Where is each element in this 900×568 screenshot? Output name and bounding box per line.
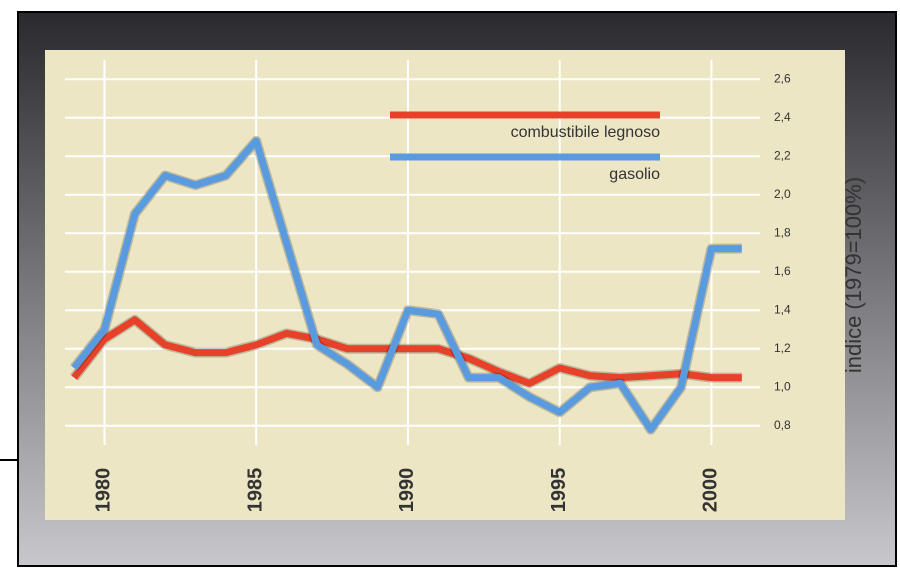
y-tick-label: 1,6	[774, 264, 791, 278]
x-tick-label: 1995	[548, 468, 570, 513]
y-tick-label: 2,2	[774, 148, 791, 162]
x-tick-label: 1985	[244, 468, 266, 513]
y-tick-label: 2,6	[774, 71, 791, 85]
y-tick-label: 0,8	[774, 418, 791, 432]
chart-card	[45, 50, 845, 520]
x-tick-label: 2000	[700, 468, 722, 513]
series-line	[71, 137, 742, 434]
y-tick-label: 2,0	[774, 187, 791, 201]
y-tick-label: 1,4	[774, 302, 791, 316]
x-tick-label: 1990	[396, 468, 418, 513]
series-line	[71, 316, 742, 387]
y-axis-label: indice (1979=100%)	[841, 177, 866, 373]
legend-label: gasolio	[609, 166, 660, 183]
y-tick-label: 1,8	[774, 225, 791, 239]
x-tick-label: 1980	[93, 468, 115, 513]
y-tick-label: 1,2	[774, 341, 791, 355]
legend-label: combustibile legnoso	[511, 124, 661, 141]
y-tick-label: 2,4	[774, 110, 791, 124]
y-tick-label: 1,0	[774, 379, 791, 393]
